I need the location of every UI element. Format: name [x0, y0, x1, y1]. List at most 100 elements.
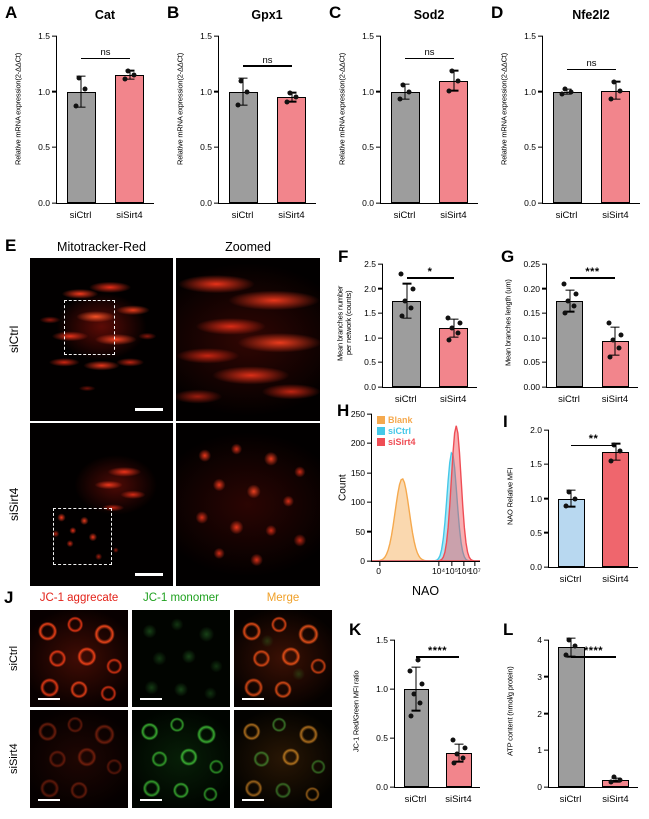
- data-point: [611, 774, 617, 780]
- y-axis-label: Relative mRNA expression(2-ΔΔCt): [13, 53, 23, 165]
- significance-label: *: [427, 265, 433, 278]
- y-tick-label: 4: [537, 635, 542, 645]
- y-tick: [376, 35, 381, 37]
- data-point: [238, 78, 244, 84]
- data-point: [608, 779, 614, 785]
- data-point: [457, 320, 462, 326]
- data-point: [616, 345, 622, 351]
- plot-area: 0.0 0.5 1.0 1.5 2.0 2.5 *: [364, 259, 477, 392]
- y-tick: [544, 749, 549, 751]
- data-point: [562, 86, 568, 92]
- bar-siSirt4: [439, 327, 468, 387]
- micrograph-sictrl-mitotracker: [30, 258, 173, 421]
- y-tick: [542, 312, 547, 314]
- plot-area: 0.0 0.5 1.0 1.5 ns: [524, 31, 640, 208]
- y-tick-label: 1.0: [524, 86, 536, 97]
- x-category-label: siCtrl: [555, 210, 578, 221]
- error-cap: [611, 780, 621, 783]
- y-tick-label: 0.5: [38, 142, 50, 153]
- y-axis-label: Relative mRNA expression(2-ΔΔCt): [175, 53, 185, 165]
- error-cap: [449, 336, 458, 338]
- data-point: [397, 96, 403, 102]
- panel-label-h: H: [337, 401, 350, 420]
- significance-line: [405, 57, 454, 59]
- y-tick-label: 1.5: [38, 31, 50, 41]
- row-label-sictrl: siCtrl: [8, 645, 20, 672]
- y-tick: [544, 532, 549, 534]
- y-tick: [52, 91, 57, 93]
- data-point: [399, 313, 404, 319]
- panel-label-f: F: [338, 247, 349, 266]
- legend: Blank siCtrl siSirt4: [377, 415, 416, 447]
- error-cap: [562, 93, 572, 95]
- x-tick: [463, 561, 465, 566]
- y-tick-label: 1.0: [364, 332, 376, 343]
- y-tick-label: 1.5: [376, 635, 388, 645]
- error-cap: [610, 326, 620, 329]
- error-bar: [404, 83, 406, 100]
- data-point: [451, 760, 457, 765]
- scale-bar: [140, 697, 162, 700]
- panel-label-b: B: [167, 3, 180, 22]
- error-cap: [565, 311, 575, 313]
- x-category-label: siCtrl: [393, 210, 416, 221]
- y-tick: [544, 463, 549, 465]
- data-point: [454, 751, 460, 757]
- chart-title: Sod2: [413, 8, 445, 22]
- y-axis-label: ATP content (nmol/g protein): [505, 666, 515, 756]
- error-cap: [411, 709, 421, 712]
- y-axis-label: JC-1 Red/Green MFI ratio: [351, 670, 361, 752]
- data-point: [445, 315, 450, 321]
- micrograph-sisirt4-zoomed: [176, 423, 320, 586]
- y-tick-label: 250: [350, 409, 365, 419]
- y-tick-label: 0.0: [364, 382, 376, 392]
- chart-title: Nfe2l2: [572, 8, 610, 22]
- column-title-jc1-aggregate: JC-1 aggrecate: [39, 592, 119, 604]
- data-point: [449, 68, 455, 74]
- error-cap: [610, 354, 620, 356]
- error-bar: [242, 78, 244, 106]
- data-point: [565, 298, 571, 304]
- chart-jc1-ratio: JC-1 Red/Green MFI ratio 0.0 0.5 1.0 1.5 ****…: [346, 626, 488, 814]
- data-point: [76, 75, 82, 81]
- data-point: [415, 657, 421, 663]
- bar-siSirt4: [115, 74, 145, 203]
- y-tick: [376, 146, 381, 148]
- chart-branches-length: Mean branches length (um) 0.00 0.05 0.10 0.1…: [498, 250, 646, 414]
- x-tick: [451, 561, 453, 566]
- data-point: [572, 496, 578, 501]
- y-tick-label: 0.05: [523, 357, 540, 368]
- y-tick: [390, 786, 395, 788]
- legend-swatch: [377, 427, 385, 435]
- legend-item: siCtrl: [377, 426, 416, 436]
- x-axis: siCtrl siSirt4: [56, 208, 154, 226]
- error-cap: [611, 98, 621, 101]
- column-title-mitotracker: Mitotracker-Red: [57, 240, 146, 254]
- data-point: [611, 79, 617, 85]
- y-tick: [367, 530, 372, 533]
- data-point: [606, 320, 612, 326]
- x-category-label: siSirt4: [602, 794, 629, 805]
- bar-siCtrl: [556, 300, 584, 387]
- micrograph-sictrl-merge: [234, 610, 332, 707]
- y-tick: [52, 35, 57, 37]
- plot-area: 0.0 0.5 1.0 1.5 ns: [362, 31, 478, 208]
- data-point: [131, 72, 137, 78]
- y-axis-label: Count: [337, 474, 349, 502]
- micrograph-sisirt4-jc1-aggregate: [30, 710, 128, 808]
- y-tick: [367, 472, 372, 474]
- significance-label: **: [588, 433, 599, 446]
- x-category-label: siSirt4: [440, 394, 467, 405]
- data-point: [571, 303, 577, 309]
- y-tick: [542, 386, 547, 388]
- y-tick-label: 2: [537, 708, 542, 719]
- y-tick-label: 150: [350, 467, 365, 478]
- x-tick-label: 0: [376, 566, 381, 576]
- x-category-label: siSirt4: [440, 210, 467, 221]
- data-point: [400, 82, 406, 88]
- significance-label: ***: [585, 265, 600, 278]
- chart-branches-number: Mean branches number per network (counts…: [334, 250, 485, 414]
- x-axis: siCtrl siSirt4: [546, 392, 638, 410]
- x-category-label: siSirt4: [116, 210, 143, 221]
- error-cap: [449, 89, 459, 92]
